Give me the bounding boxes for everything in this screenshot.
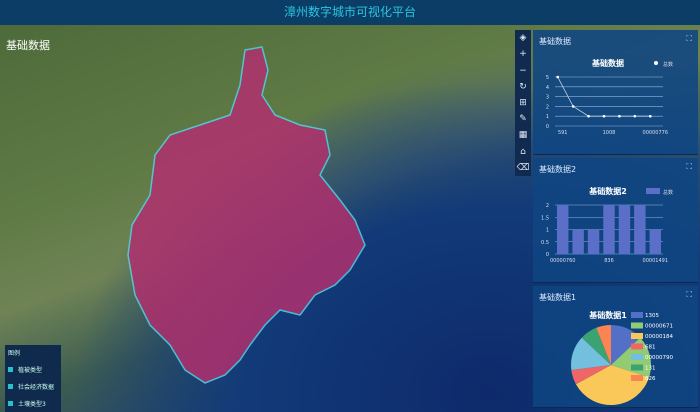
legend-swatch xyxy=(631,322,643,329)
map-legend: 图例 植被类型 社会经济数据 土壤类型3 xyxy=(5,345,61,412)
data-point xyxy=(602,114,606,118)
refresh-icon[interactable]: ↻ xyxy=(519,81,527,92)
panel-line-chart: 基础数据 ⛶ 基础数据 总数 0 1 2 3 4 5 591 1008 00000776 xyxy=(533,30,698,155)
legend-label: 社会经济数据 xyxy=(18,384,55,391)
panel-title: 基础数据 xyxy=(539,37,571,46)
legend-marker xyxy=(654,61,658,65)
x-tick-label: 00000776 xyxy=(643,130,668,136)
y-tick-label: 0 xyxy=(546,124,549,130)
bar xyxy=(603,205,615,254)
legend-marker xyxy=(646,188,660,194)
legend-swatch xyxy=(631,343,643,350)
legend-item[interactable]: 土壤类型3 xyxy=(8,399,58,408)
chart-title: 基础数据2 xyxy=(588,186,627,196)
panel-title: 基础数据1 xyxy=(539,293,577,302)
zoom-in-icon[interactable]: + xyxy=(519,49,527,60)
data-point xyxy=(618,114,621,118)
zoom-out-icon[interactable]: − xyxy=(519,65,527,76)
legend-label: 131 xyxy=(645,366,656,372)
data-point xyxy=(571,105,575,108)
legend-item[interactable]: 社会经济数据 xyxy=(8,382,58,391)
legend-swatch xyxy=(631,312,643,318)
bar xyxy=(557,205,569,254)
map-title: 基础数据 xyxy=(6,39,50,52)
legend-swatch xyxy=(631,375,643,381)
pie-slice xyxy=(571,365,611,385)
bar xyxy=(572,229,584,254)
legend-label: 00000671 xyxy=(645,324,673,330)
legend-label: 1305 xyxy=(645,313,659,319)
map-icon[interactable]: ⊞ xyxy=(519,97,527,108)
x-tick-label: 591 xyxy=(558,130,568,136)
y-tick-label: 4 xyxy=(546,85,549,91)
legend-swatch xyxy=(631,364,643,371)
y-tick-label: 1 xyxy=(546,114,549,120)
app-title: 漳州数字城市可视化平台 xyxy=(0,0,700,25)
expand-icon[interactable]: ⛶ xyxy=(686,290,692,299)
data-point xyxy=(633,114,637,118)
y-tick-label: 2 xyxy=(546,203,549,209)
legend-label: 00000184 xyxy=(645,334,673,340)
legend-label: 总数 xyxy=(663,61,673,68)
clear-icon[interactable]: ⌫ xyxy=(516,162,530,173)
x-tick-label: 00000760 xyxy=(550,258,575,264)
x-tick-label: 00001491 xyxy=(643,258,668,264)
bar xyxy=(618,205,631,254)
legend-label: 植被类型 xyxy=(18,367,43,374)
y-tick-label: 1.5 xyxy=(541,215,549,221)
map-region-layer[interactable] xyxy=(0,25,700,412)
legend-swatch xyxy=(631,333,643,339)
legend-label: 00000790 xyxy=(645,355,673,361)
y-tick-label: 2 xyxy=(546,104,549,110)
x-tick-label: 836 xyxy=(604,258,614,264)
legend-swatch xyxy=(631,354,643,360)
chart-title: 基础数据 xyxy=(591,58,624,68)
map-toolbar: ◈ + − ↻ ⊞ ✎ ▦ ⌂ ⌫ xyxy=(515,30,531,176)
bar xyxy=(587,229,600,254)
panel-bar-chart: 基础数据2 ⛶ 基础数据2 总数 0 0.5 1 1.5 2 00000760 836 00001… xyxy=(533,158,698,283)
legend-label: 土壤类型3 xyxy=(18,401,46,408)
legend-swatch xyxy=(8,367,13,372)
pie-slice xyxy=(575,365,650,405)
bar-chart: 基础数据2 总数 0 0.5 1 1.5 2 00000760 836 00001491 xyxy=(541,186,673,264)
expand-icon[interactable]: ⛶ xyxy=(686,34,692,43)
print-icon[interactable]: ⌂ xyxy=(520,146,526,157)
area-icon[interactable]: ▦ xyxy=(518,130,528,141)
legend-label: 681 xyxy=(645,345,656,351)
pie-slice xyxy=(581,327,611,365)
legend-label: 826 xyxy=(645,376,656,382)
bar xyxy=(634,205,646,254)
panel-pie-chart: 基础数据1 ⛶ 基础数据1 1305 00000671 00000184 681 0000… xyxy=(533,286,698,408)
legend-swatch xyxy=(8,401,13,406)
legend-label: 总数 xyxy=(663,189,673,196)
expand-icon[interactable]: ⛶ xyxy=(686,162,692,171)
pie-slice xyxy=(571,337,611,371)
ruler-icon[interactable]: ✎ xyxy=(519,114,527,125)
bar xyxy=(649,229,661,254)
pie-chart: 基础数据1 1305 00000671 00000184 681 00000790 131 8… xyxy=(571,310,673,405)
line-chart: 基础数据 总数 0 1 2 3 4 5 591 1008 00000776 xyxy=(546,58,673,136)
y-tick-label: 0.5 xyxy=(541,240,549,246)
legend-item[interactable]: 植被类型 xyxy=(8,365,58,374)
y-tick-label: 3 xyxy=(546,95,549,101)
layers-icon[interactable]: ◈ xyxy=(519,33,527,44)
chart-title: 基础数据1 xyxy=(588,310,627,320)
x-tick-label: 1008 xyxy=(603,130,616,136)
y-tick-label: 0 xyxy=(546,252,549,258)
legend-title: 图例 xyxy=(8,350,21,357)
region-polygon[interactable] xyxy=(127,46,366,384)
y-tick-label: 5 xyxy=(546,75,549,81)
pie-slice xyxy=(596,325,611,365)
data-point xyxy=(648,114,652,118)
data-point xyxy=(587,114,590,118)
data-point xyxy=(556,75,560,79)
legend-swatch xyxy=(8,384,13,389)
panel-title: 基础数据2 xyxy=(539,165,577,174)
y-tick-label: 1 xyxy=(546,228,549,234)
